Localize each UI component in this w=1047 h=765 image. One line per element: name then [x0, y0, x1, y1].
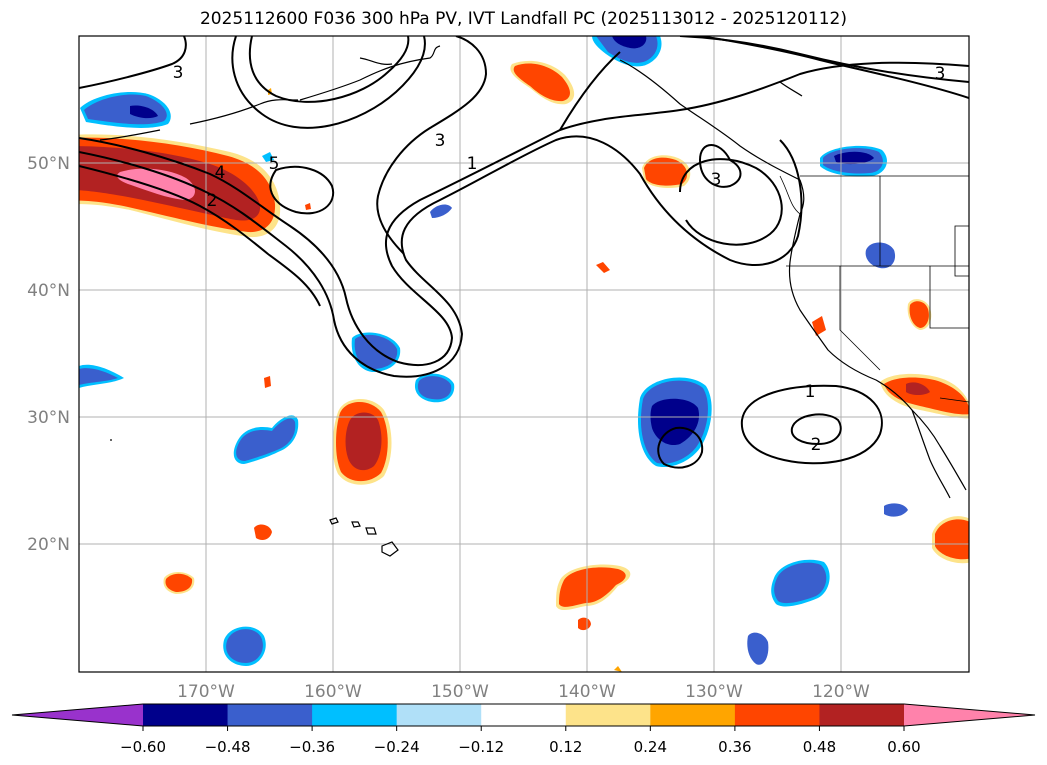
contour-label: 3	[935, 64, 946, 84]
map-title: 2025112600 F036 300 hPa PV, IVT Landfall…	[199, 9, 847, 29]
lat-tick-label: 30°N	[27, 408, 70, 428]
colorbar-extension-low	[12, 704, 143, 726]
colorbar-tick-label: 0.60	[887, 738, 920, 756]
lon-tick-label: 150°W	[431, 682, 489, 702]
political-borders	[779, 175, 969, 403]
contour-label: 3	[435, 131, 446, 151]
colorbar-tick-label: 0.24	[634, 738, 667, 756]
colorbar-segment	[565, 704, 651, 726]
colorbar-segment	[227, 704, 313, 726]
contour-label: 1	[805, 382, 816, 402]
colorbar-segment	[143, 704, 229, 726]
pv-contours	[79, 36, 969, 469]
colorbar-segments	[12, 704, 1035, 726]
colorbar-tick-label: −0.36	[289, 738, 335, 756]
lon-tick-label: 130°W	[685, 682, 743, 702]
colorbar-segment	[312, 704, 398, 726]
contour-label: 2	[207, 191, 218, 211]
colorbar-ticks: −0.60 −0.48 −0.36 −0.24 −0.12 0.12 0.24 0.36 0.4…	[120, 726, 921, 756]
lat-tick-label: 20°N	[27, 535, 70, 555]
lon-tick-label: 140°W	[558, 682, 616, 702]
contour-label: 4	[215, 163, 226, 183]
lat-tick-label: 50°N	[27, 154, 70, 174]
colorbar-extension-high	[904, 704, 1035, 726]
contour-label: 1	[467, 154, 478, 174]
colorbar-segment	[819, 704, 905, 726]
positive-anomaly-regions	[79, 60, 969, 672]
graticule	[79, 36, 969, 672]
colorbar-tick-label: −0.24	[374, 738, 420, 756]
lat-tick-labels: 50°N 40°N 30°N 20°N	[27, 154, 70, 555]
colorbar-tick-label: −0.12	[458, 738, 504, 756]
colorbar: −0.60 −0.48 −0.36 −0.24 −0.12 0.12 0.24 0.36 0.4…	[11, 703, 1036, 756]
map-plot-area: 3 3 1 3 3 5 4 2 1 2	[79, 36, 969, 672]
colorbar-tick-label: −0.60	[120, 738, 166, 756]
map-frame	[78, 35, 970, 673]
colorbar-tick-label: −0.48	[205, 738, 251, 756]
lon-tick-labels: 170°W 160°W 150°W 140°W 130°W 120°W	[177, 682, 870, 702]
lon-tick-label: 160°W	[304, 682, 362, 702]
lat-tick-label: 40°N	[27, 281, 70, 301]
contour-labels: 3 3 1 3 3 5 4 2 1 2	[173, 63, 946, 455]
colorbar-outline	[11, 703, 1036, 727]
colorbar-segment	[481, 704, 567, 726]
contour-label: 3	[173, 63, 184, 83]
colorbar-segment	[734, 704, 820, 726]
colorbar-segment	[396, 704, 482, 726]
colorbar-tick-label: 0.36	[718, 738, 751, 756]
colorbar-tick-label: 0.12	[549, 738, 582, 756]
contour-label: 5	[269, 154, 280, 174]
lon-tick-label: 170°W	[177, 682, 235, 702]
lon-tick-label: 120°W	[812, 682, 870, 702]
contour-label: 3	[711, 170, 722, 190]
contour-label: 2	[811, 435, 822, 455]
colorbar-tick-label: 0.48	[803, 738, 836, 756]
colorbar-segment	[650, 704, 736, 726]
